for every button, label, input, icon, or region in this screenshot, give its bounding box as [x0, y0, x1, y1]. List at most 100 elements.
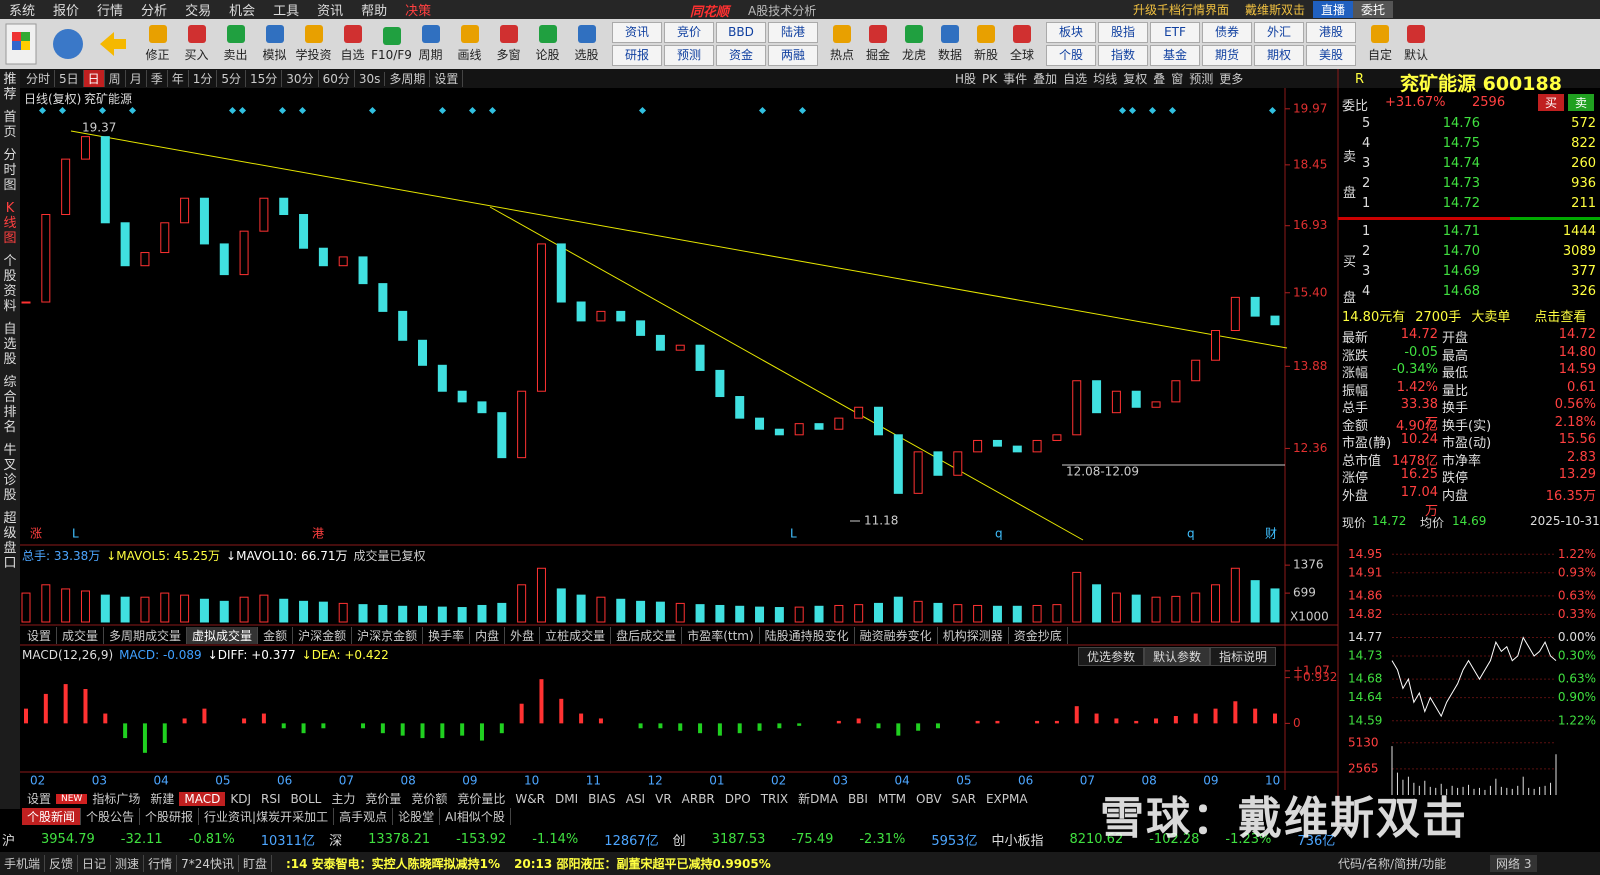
period-option[interactable]: 叠 [1153, 72, 1166, 86]
indicator-button[interactable]: NEW [56, 793, 88, 804]
indicator-button[interactable]: MTM [877, 791, 907, 806]
grid-button[interactable]: 期货 [1202, 45, 1252, 66]
grid-button[interactable]: 股指 [1098, 22, 1148, 43]
toolbar-button[interactable]: 新股 [969, 25, 1003, 63]
period-option[interactable]: 事件 [1003, 72, 1028, 86]
indicator-tab[interactable]: 沪深金额 [293, 627, 353, 644]
grid-button[interactable]: BBD [716, 22, 766, 43]
indicator-tab[interactable]: 沪深京金额 [352, 627, 424, 644]
indicator-button[interactable]: MACD [179, 791, 226, 806]
status-tab[interactable]: 手机端 [0, 854, 46, 872]
indicator-button[interactable]: ASI [625, 791, 646, 806]
indicator-button[interactable]: EXPMA [985, 791, 1028, 806]
period-tab[interactable]: 多周期 [385, 70, 431, 87]
period-tab[interactable]: 分时 [22, 70, 56, 87]
grid-button[interactable]: 外汇 [1254, 22, 1304, 43]
grid-button[interactable]: 两融 [768, 45, 818, 66]
grid-button[interactable]: 陆港 [768, 22, 818, 43]
side-tab[interactable]: 综合排名 [3, 375, 17, 435]
indicator-button[interactable]: 新建 [150, 792, 175, 806]
menu-right-item[interactable]: 委托 [1353, 1, 1394, 18]
grid-button[interactable]: 基金 [1150, 45, 1200, 66]
menu-item[interactable]: 帮助 [361, 4, 388, 19]
toolbar-button[interactable]: 数据 [933, 25, 967, 63]
toolbar-button[interactable]: 选股 [568, 25, 605, 63]
indicator-tab[interactable]: 机构探测器 [938, 627, 1009, 644]
menu-item[interactable]: 工具 [273, 4, 300, 19]
indicator-button[interactable]: W&R [515, 791, 545, 806]
period-tab[interactable]: 15分 [246, 70, 283, 87]
period-option[interactable]: 窗 [1171, 72, 1184, 86]
grid-button[interactable]: 竞价 [664, 22, 714, 43]
news-tab[interactable]: AI相似个股 [440, 808, 511, 825]
menu-right-item[interactable]: 戴维斯双击 [1245, 3, 1306, 17]
period-tab[interactable]: 1分 [189, 70, 218, 87]
menu-item[interactable]: 资讯 [317, 4, 344, 19]
period-tab[interactable]: 5日 [55, 70, 84, 87]
indicator-tab[interactable]: 资金抄底 [1009, 627, 1068, 644]
indicator-tab[interactable]: 融资融券变化 [855, 627, 938, 644]
menu-item[interactable]: 系统 [9, 4, 36, 19]
indicator-button[interactable]: SAR [951, 791, 976, 806]
search-box[interactable]: 代码/名称/简拼/功能 [1338, 857, 1447, 871]
menu-item[interactable]: 机会 [229, 4, 256, 19]
indicator-tab[interactable]: 市盈率(ttm) [682, 627, 760, 644]
toolbar-button[interactable]: 买入 [178, 25, 215, 63]
macd-button[interactable]: 默认参数 [1144, 646, 1211, 666]
indicator-button[interactable]: 竞价量比 [457, 792, 506, 806]
period-tab[interactable]: 30分 [282, 70, 319, 87]
indicator-tab[interactable]: 立桩成交量 [540, 627, 612, 644]
indicator-tab[interactable]: 陆股通持股变化 [760, 627, 855, 644]
indicator-button[interactable]: BOLL [290, 791, 322, 806]
indicator-button[interactable]: VR [655, 791, 672, 806]
toolbar-button[interactable]: 自选 [334, 25, 371, 63]
news-ticker[interactable]: 20:13 邵阳液压：副董宋超平已减持0.9905% [514, 856, 771, 871]
toolbar-button[interactable]: 论股 [529, 25, 566, 63]
indicator-tab[interactable]: 虚拟成交量 [187, 627, 259, 644]
side-tab[interactable]: 推荐 [3, 72, 17, 102]
indicator-tab[interactable]: 换手率 [423, 627, 471, 644]
period-tab[interactable]: 月 [126, 70, 147, 87]
side-tab[interactable]: 首页 [3, 110, 17, 140]
indicator-button[interactable]: 指标广场 [92, 792, 141, 806]
period-tab[interactable]: 季 [147, 70, 168, 87]
side-tab[interactable]: 超级盘口 [3, 511, 17, 571]
news-tab[interactable]: 个股研报 [140, 808, 200, 825]
toolbar-button[interactable]: 画线 [451, 25, 488, 63]
period-tab[interactable]: 30s [355, 71, 386, 86]
toolbar-button[interactable]: 多窗 [490, 25, 527, 63]
grid-button[interactable]: 个股 [1046, 45, 1096, 66]
period-option[interactable]: PK [982, 71, 998, 86]
news-tab[interactable]: 行业资讯|煤炭开采加工 [199, 808, 335, 825]
news-ticker[interactable]: :14 安泰智电：实控人陈晓晖拟减持1% [286, 856, 501, 871]
grid-button[interactable]: 资讯 [612, 22, 662, 43]
indicator-button[interactable]: BIAS [588, 791, 616, 806]
period-tab[interactable]: 设置 [430, 70, 464, 87]
indicator-tab[interactable]: 盘后成交量 [611, 627, 683, 644]
period-option[interactable]: 叠加 [1033, 72, 1058, 86]
menu-right-item[interactable]: 直播 [1313, 1, 1354, 18]
side-tab[interactable]: 自选股 [3, 322, 17, 367]
indicator-tab[interactable]: 内盘 [470, 627, 506, 644]
status-tab[interactable]: 7*24快讯 [177, 854, 239, 872]
grid-button[interactable]: 研报 [612, 45, 662, 66]
period-option[interactable]: 均线 [1093, 72, 1118, 86]
news-tab[interactable]: 高手观点 [334, 808, 394, 825]
indicator-button[interactable]: 设置 [27, 792, 52, 806]
toolbar-button[interactable]: F10/F9 [371, 26, 412, 62]
indicator-tab[interactable]: 外盘 [505, 627, 541, 644]
indicator-button[interactable]: 新DMA [798, 792, 838, 806]
sell-button[interactable]: 卖 [1568, 94, 1594, 111]
grid-button[interactable]: 美股 [1306, 45, 1356, 66]
period-option[interactable]: 更多 [1219, 72, 1244, 86]
trade-info[interactable]: 点击查看 [1534, 309, 1587, 325]
grid-button[interactable]: ETF [1150, 22, 1200, 43]
period-option[interactable]: 预测 [1189, 72, 1214, 86]
period-option[interactable]: H股 [955, 72, 977, 86]
indicator-tab[interactable]: 设置 [22, 627, 58, 644]
indicator-button[interactable]: 竞价额 [411, 792, 448, 806]
status-tab[interactable]: 反馈 [45, 854, 79, 872]
side-tab[interactable]: 牛叉诊股 [3, 443, 17, 503]
grid-button[interactable]: 期权 [1254, 45, 1304, 66]
period-option[interactable]: 复权 [1123, 72, 1148, 86]
